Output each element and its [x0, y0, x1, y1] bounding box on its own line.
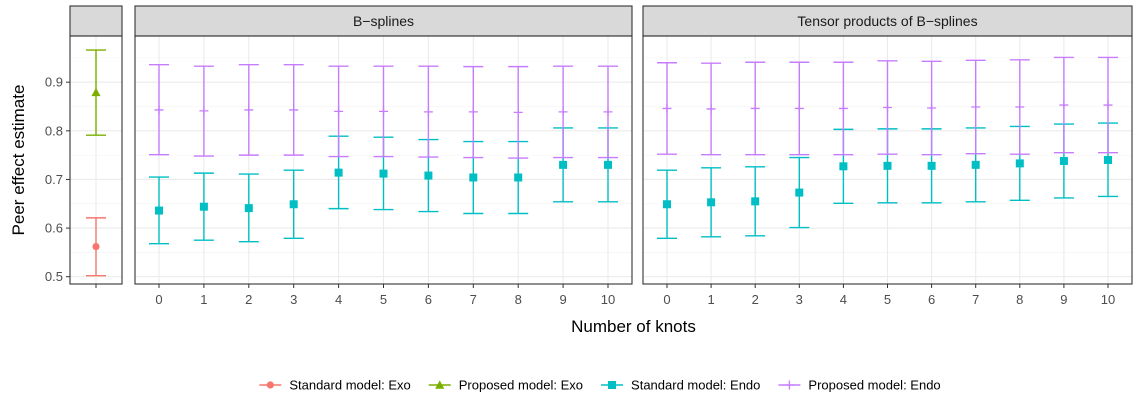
y-axis-label: Peer effect estimate	[9, 85, 28, 236]
panel-border	[134, 35, 633, 285]
legend-label: Standard model: Exo	[289, 378, 410, 393]
panel-strip-title: Tensor products of B−splines	[797, 13, 977, 29]
y-tick-label: 0.9	[45, 75, 63, 90]
panel-border	[69, 35, 123, 285]
legend-key-marker	[608, 381, 617, 389]
data-point	[1015, 102, 1025, 112]
data-point	[199, 202, 208, 211]
data-point	[155, 206, 163, 215]
x-axis-label: Number of knots	[571, 317, 696, 336]
data-point	[558, 107, 568, 117]
data-point	[750, 103, 760, 113]
y-tick-label: 0.8	[45, 123, 63, 138]
data-point	[707, 198, 716, 207]
data-point	[883, 102, 892, 112]
data-point	[1103, 100, 1113, 110]
legend-key-marker	[784, 380, 794, 390]
x-tick-label: 7	[470, 292, 477, 307]
x-tick-label: 10	[601, 292, 615, 307]
legend-item: Proposed model: Exo	[428, 378, 583, 393]
data-point	[379, 169, 388, 178]
data-point	[794, 103, 804, 113]
legend-key-marker	[435, 380, 445, 389]
x-tick-label: 0	[663, 292, 670, 307]
data-point	[1059, 156, 1068, 165]
data-point	[883, 161, 892, 170]
data-point	[514, 173, 523, 182]
legend-label: Standard model: Endo	[631, 378, 760, 393]
data-point	[334, 106, 344, 116]
legend-label: Proposed model: Endo	[808, 378, 940, 393]
data-point	[662, 103, 672, 113]
data-point	[706, 104, 716, 114]
data-point	[468, 107, 478, 117]
data-point	[244, 204, 253, 213]
x-tick-label: 5	[380, 292, 387, 307]
data-point	[971, 102, 981, 112]
data-point	[424, 171, 433, 180]
x-tick-label: 8	[1016, 292, 1023, 307]
x-tick-label: 3	[796, 292, 803, 307]
y-tick-label: 0.5	[45, 269, 63, 284]
y-tick-label: 0.6	[45, 221, 63, 236]
x-tick-label: 2	[752, 292, 759, 307]
x-tick-label: 4	[335, 292, 342, 307]
x-tick-label: 3	[290, 292, 297, 307]
data-point	[603, 107, 613, 117]
legend-item: Standard model: Endo	[601, 378, 760, 393]
data-point	[839, 162, 848, 171]
panel-strip	[69, 5, 123, 37]
data-point	[559, 160, 568, 169]
data-point	[971, 160, 980, 169]
data-point	[1015, 159, 1024, 168]
data-point	[244, 105, 254, 115]
panel-strip	[642, 5, 1133, 37]
x-tick-label: 7	[972, 292, 979, 307]
x-tick-label: 9	[559, 292, 566, 307]
data-point	[795, 188, 804, 197]
data-point	[289, 200, 298, 209]
panel-border	[642, 35, 1133, 285]
x-tick-label: 1	[200, 292, 207, 307]
y-tick-label: 0.7	[45, 172, 63, 187]
data-point	[1059, 100, 1069, 110]
data-point	[154, 105, 164, 115]
panel-strip-title: B−splines	[353, 13, 414, 29]
data-point	[91, 87, 101, 97]
data-point	[423, 107, 433, 117]
data-point	[927, 103, 937, 113]
data-point	[663, 200, 671, 209]
data-point	[751, 197, 760, 206]
data-point	[513, 107, 523, 117]
x-tick-label: 0	[155, 292, 162, 307]
data-point	[838, 103, 848, 113]
legend-key-marker	[266, 381, 274, 389]
data-point	[469, 173, 478, 182]
legend-item: Proposed model: Endo	[778, 378, 941, 393]
x-tick-label: 5	[884, 292, 891, 307]
x-tick-label: 8	[515, 292, 522, 307]
data-point	[927, 161, 936, 170]
x-tick-label: 9	[1060, 292, 1067, 307]
x-tick-label: 6	[928, 292, 935, 307]
x-tick-label: 4	[840, 292, 847, 307]
data-point	[289, 105, 299, 115]
legend-item: Standard model: Exo	[259, 378, 411, 393]
x-tick-label: 2	[245, 292, 252, 307]
x-tick-label: 6	[425, 292, 432, 307]
x-tick-label: 10	[1101, 292, 1115, 307]
legend-label: Proposed model: Exo	[459, 378, 583, 393]
data-point	[334, 168, 343, 177]
data-point	[1104, 156, 1112, 164]
data-point	[199, 106, 209, 116]
data-point	[379, 106, 388, 116]
panel-strip	[134, 5, 633, 37]
data-point	[92, 242, 100, 251]
x-tick-label: 1	[707, 292, 714, 307]
data-point	[604, 160, 612, 169]
